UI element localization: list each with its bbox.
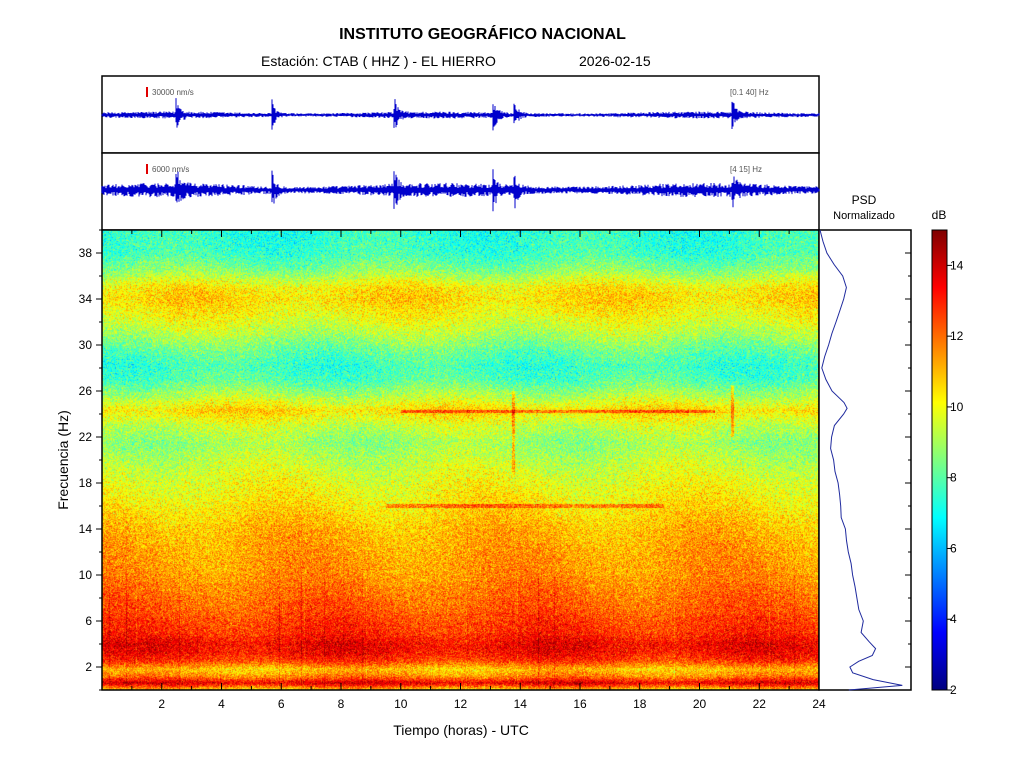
scale-bar-marker bbox=[146, 164, 148, 174]
colorbar-ticks: 2 4 6 8 10 12 14 bbox=[947, 258, 964, 697]
spectrogram-image bbox=[102, 230, 819, 690]
psd-title: PSD bbox=[852, 193, 877, 207]
y-tick-label: 22 bbox=[79, 430, 93, 444]
psd-panel: PSD Normalizado bbox=[818, 193, 912, 691]
y-tick-label: 30 bbox=[79, 338, 93, 352]
scale-label: 30000 nm/s bbox=[152, 88, 194, 97]
x-tick-label: 4 bbox=[218, 697, 225, 711]
colorbar-tick-label: 4 bbox=[950, 612, 957, 626]
y-tick-label: 14 bbox=[79, 522, 93, 536]
y-axis-title: Frecuencia (Hz) bbox=[55, 410, 71, 510]
x-axis-ticks: 2 4 6 8 10 12 14 16 18 20 22 24 bbox=[101, 230, 826, 711]
page-title: INSTITUTO GEOGRÁFICO NACIONAL bbox=[339, 26, 626, 43]
x-tick-label: 20 bbox=[693, 697, 707, 711]
psd-axis-ticks bbox=[905, 229, 911, 691]
y-tick-label: 6 bbox=[85, 614, 92, 628]
colorbar-tick-label: 12 bbox=[950, 329, 964, 343]
colorbar-tick-label: 6 bbox=[950, 541, 957, 555]
seismogram-trace bbox=[101, 98, 820, 131]
colorbar-gradient bbox=[931, 229, 948, 691]
scale-label: 6000 nm/s bbox=[152, 165, 189, 174]
psd-frame bbox=[818, 229, 912, 691]
colorbar-tick-label: 14 bbox=[950, 258, 964, 272]
colorbar-label: dB bbox=[932, 208, 947, 222]
x-axis-title: Tiempo (horas) - UTC bbox=[393, 722, 529, 738]
y-tick-label: 38 bbox=[79, 246, 93, 260]
psd-subtitle: Normalizado bbox=[833, 210, 895, 222]
x-tick-label: 2 bbox=[158, 697, 165, 711]
seismogram-trace bbox=[101, 169, 820, 212]
y-tick-label: 18 bbox=[79, 476, 93, 490]
station-label: Estación: CTAB ( HHZ ) - EL HIERRO bbox=[261, 53, 496, 69]
colorbar: dB 2 4 6 8 10 12 14 bbox=[931, 208, 964, 697]
x-tick-label: 24 bbox=[812, 697, 826, 711]
seismogram-broadband-panel: 30000 nm/s [0.1 40] Hz bbox=[101, 75, 820, 154]
filter-label: [4 15] Hz bbox=[730, 165, 762, 174]
y-tick-label: 10 bbox=[79, 568, 93, 582]
y-tick-label: 34 bbox=[79, 292, 93, 306]
y-tick-label: 2 bbox=[85, 660, 92, 674]
filter-label: [0.1 40] Hz bbox=[730, 88, 769, 97]
x-tick-label: 6 bbox=[278, 697, 285, 711]
colorbar-tick-label: 10 bbox=[950, 400, 964, 414]
x-tick-label: 10 bbox=[394, 697, 408, 711]
x-tick-label: 18 bbox=[633, 697, 647, 711]
psd-curve bbox=[819, 229, 903, 691]
x-tick-label: 8 bbox=[338, 697, 345, 711]
x-tick-label: 12 bbox=[454, 697, 468, 711]
x-tick-label: 22 bbox=[753, 697, 767, 711]
x-tick-label: 14 bbox=[514, 697, 528, 711]
date-label: 2026-02-15 bbox=[579, 53, 651, 69]
x-tick-label: 16 bbox=[573, 697, 587, 711]
colorbar-tick-label: 8 bbox=[950, 471, 957, 485]
seismogram-filtered-panel: 6000 nm/s [4 15] Hz bbox=[101, 152, 820, 231]
scale-bar-marker bbox=[146, 87, 148, 97]
colorbar-tick-label: 2 bbox=[950, 683, 957, 697]
spectrogram-panel: 2 4 6 8 10 12 14 16 18 20 22 24 261014182226303438 … bbox=[55, 229, 826, 738]
y-tick-label: 26 bbox=[79, 384, 93, 398]
